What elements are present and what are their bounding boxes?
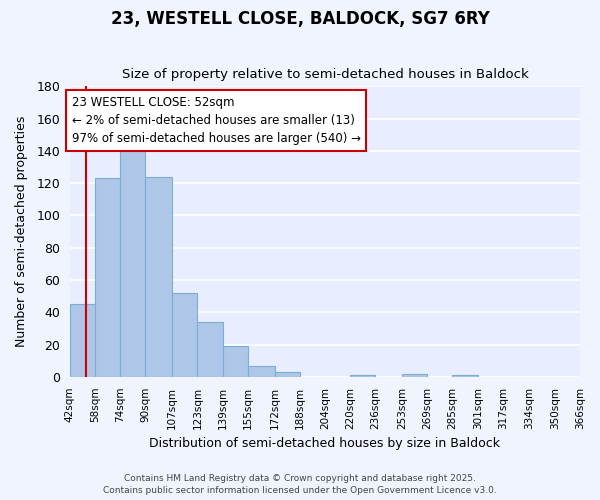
- Bar: [172, 293, 197, 377]
- Y-axis label: Number of semi-detached properties: Number of semi-detached properties: [15, 116, 28, 348]
- X-axis label: Distribution of semi-detached houses by size in Baldock: Distribution of semi-detached houses by …: [149, 437, 500, 450]
- Bar: [121, 138, 145, 377]
- Bar: [402, 374, 427, 377]
- Text: Contains HM Land Registry data © Crown copyright and database right 2025.
Contai: Contains HM Land Registry data © Crown c…: [103, 474, 497, 495]
- Bar: [275, 372, 300, 377]
- Text: 23, WESTELL CLOSE, BALDOCK, SG7 6RY: 23, WESTELL CLOSE, BALDOCK, SG7 6RY: [110, 10, 490, 28]
- Bar: [197, 322, 223, 377]
- Bar: [145, 176, 172, 377]
- Bar: [452, 375, 478, 377]
- Bar: [95, 178, 121, 377]
- Bar: [350, 375, 376, 377]
- Bar: [248, 366, 275, 377]
- Text: 23 WESTELL CLOSE: 52sqm
← 2% of semi-detached houses are smaller (13)
97% of sem: 23 WESTELL CLOSE: 52sqm ← 2% of semi-det…: [71, 96, 361, 145]
- Bar: [223, 346, 248, 377]
- Bar: [580, 374, 600, 377]
- Title: Size of property relative to semi-detached houses in Baldock: Size of property relative to semi-detach…: [122, 68, 529, 81]
- Bar: [70, 304, 95, 377]
